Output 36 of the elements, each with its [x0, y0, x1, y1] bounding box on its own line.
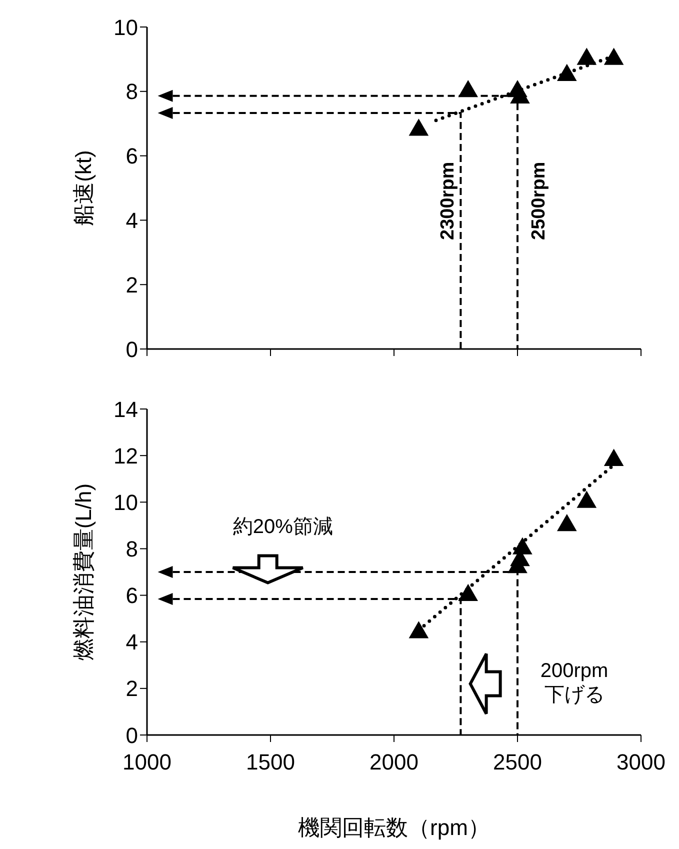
y-tick-label: 0: [126, 722, 138, 748]
point: [576, 490, 597, 508]
y-tick-label: 2: [126, 676, 138, 702]
y-tick-label: 10: [114, 490, 138, 515]
point: [512, 537, 532, 554]
y-tick-label: 4: [126, 630, 138, 655]
y-tick-label: 12: [114, 443, 138, 468]
y-tick-label: 0: [126, 336, 138, 362]
x-tick-label: 1500: [246, 750, 295, 775]
x-tick-label: 2500: [493, 750, 542, 775]
point: [604, 48, 624, 65]
y-tick-label: 6: [126, 583, 138, 608]
x-axis-title: 機関回転数（rpm）: [298, 815, 490, 840]
point: [576, 48, 597, 65]
y-axis-title: 燃料油消費量(L/h): [70, 483, 96, 661]
point: [556, 64, 577, 82]
x-tick-label: 3000: [616, 750, 666, 775]
y-tick-label: 6: [126, 144, 138, 169]
y-tick-label: 14: [114, 396, 138, 422]
x-tick-label: 1000: [122, 750, 172, 775]
y-tick-label: 4: [126, 208, 138, 234]
point: [556, 514, 577, 532]
y-tick-label: 8: [126, 536, 138, 562]
y-tick-label: 8: [126, 79, 138, 104]
x-tick-label: 2000: [370, 750, 418, 775]
point: [604, 448, 624, 466]
y-axis-title: 船速(kt): [70, 150, 96, 226]
point: [408, 118, 429, 136]
annotation: 200rpm 下げる: [540, 660, 608, 706]
y-tick-label: 10: [114, 14, 138, 40]
annotation: 約20%節減: [232, 516, 333, 538]
annotation: 2300rpm: [437, 162, 458, 240]
y-tick-label: 2: [126, 272, 138, 298]
point: [408, 621, 429, 638]
annotation: 2500rpm: [528, 162, 550, 240]
point: [458, 584, 478, 602]
